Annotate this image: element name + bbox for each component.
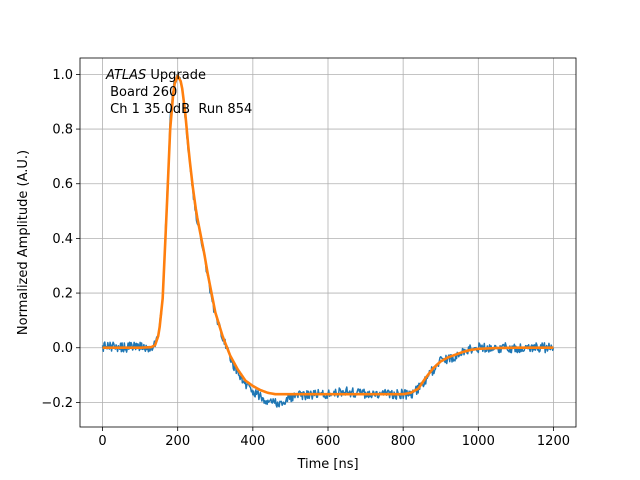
y-tick-label: 0.0 [52, 341, 73, 356]
fit-curve-line [102, 74, 554, 396]
y-axis-ticks: −0.2 0.0 0.2 0.4 0.6 0.8 1.0 [41, 68, 80, 411]
annotation-upgrade: Upgrade [146, 68, 206, 83]
y-tick-label: 1.0 [52, 68, 73, 83]
y-tick-label: 0.6 [52, 177, 73, 192]
annotation: ATLAS Upgrade Board 260 Ch 1 35.0dB Run … [105, 68, 252, 117]
x-tick-label: 1200 [537, 434, 570, 449]
y-tick-label: 0.2 [52, 287, 73, 302]
annotation-line3: Ch 1 35.0dB Run 854 [106, 102, 252, 117]
y-tick-label: 0.4 [52, 232, 73, 247]
x-axis-label: Time [ns] [296, 457, 358, 472]
annotation-line2: Board 260 [106, 85, 177, 100]
x-tick-label: 0 [98, 434, 106, 449]
x-tick-label: 800 [391, 434, 416, 449]
grid [80, 58, 576, 427]
annotation-atlas: ATLAS [105, 68, 146, 83]
annotation-line1: ATLAS Upgrade [105, 68, 206, 83]
series-layer [101, 74, 555, 408]
x-tick-label: 400 [240, 434, 265, 449]
y-tick-label: −0.2 [41, 396, 73, 411]
x-axis-ticks: 0 200 400 600 800 1000 1200 [98, 427, 570, 449]
x-tick-label: 200 [165, 434, 190, 449]
x-tick-label: 600 [316, 434, 341, 449]
x-tick-label: 1000 [462, 434, 495, 449]
y-axis-label: Normalized Amplitude (A.U.) [16, 150, 31, 335]
y-tick-label: 0.8 [52, 123, 73, 138]
